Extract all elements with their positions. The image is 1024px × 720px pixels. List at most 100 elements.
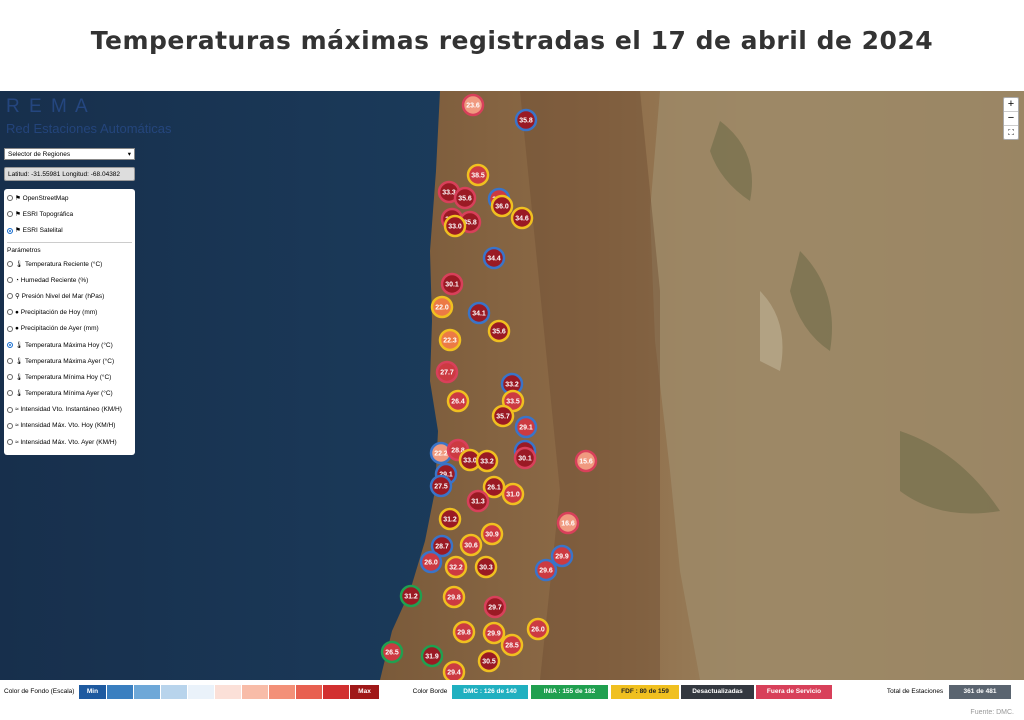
footer: Fuente: DMC. bbox=[970, 709, 1014, 716]
station-marker[interactable]: 30.1 bbox=[440, 272, 464, 296]
param-option[interactable]: ◔ Humedad Reciente (%) bbox=[7, 273, 132, 289]
station-marker[interactable]: 29.8 bbox=[442, 585, 466, 609]
station-marker[interactable]: 22.3 bbox=[438, 328, 462, 352]
station-marker[interactable]: 31.2 bbox=[438, 507, 462, 531]
station-marker[interactable]: 29.4 bbox=[442, 660, 466, 680]
param-option[interactable]: ● Precipitación de Ayer (mm) bbox=[7, 321, 132, 337]
param-option-label: Temperatura Máxima Ayer (°C) bbox=[24, 357, 115, 365]
station-marker[interactable]: 36.0 bbox=[490, 194, 514, 218]
station-marker[interactable]: 35.8 bbox=[514, 108, 538, 132]
marker-label: 35.7 bbox=[496, 414, 510, 421]
station-marker[interactable]: 31.2 bbox=[399, 584, 423, 608]
marker-circle bbox=[534, 558, 558, 582]
station-marker[interactable]: 28.7 bbox=[430, 534, 454, 558]
fullscreen[interactable]: ⛶ bbox=[1008, 128, 1014, 137]
station-marker[interactable]: 38.5 bbox=[466, 163, 490, 187]
marker-label: 29.8 bbox=[447, 595, 461, 602]
station-marker[interactable]: 34.4 bbox=[482, 246, 506, 270]
station-marker[interactable]: 31.3 bbox=[466, 489, 490, 513]
station-marker[interactable]: 26.1 bbox=[482, 475, 506, 499]
param-option[interactable]: ≈ Intensidad Máx. Vto. Ayer (KM/H) bbox=[7, 435, 132, 451]
station-marker[interactable]: 30.9 bbox=[480, 522, 504, 546]
marker-circle bbox=[399, 584, 423, 608]
station-marker[interactable]: 28.5 bbox=[500, 633, 524, 657]
station-marker[interactable]: 31.9 bbox=[420, 644, 444, 668]
station-marker[interactable]: 30.5 bbox=[477, 649, 501, 673]
station-marker[interactable]: 32.2 bbox=[444, 555, 468, 579]
layer-option[interactable]: ⚑ OpenStreetMap bbox=[7, 191, 132, 207]
zoom-out[interactable]: − bbox=[1004, 112, 1018, 126]
param-option[interactable]: 🌡 Temperatura Máxima Hoy (°C) bbox=[7, 338, 132, 354]
station-marker[interactable]: 23.6 bbox=[461, 93, 485, 117]
param-option[interactable]: 🌡 Temperatura Mínima Ayer (°C) bbox=[7, 386, 132, 402]
station-marker[interactable]: 34.6 bbox=[510, 206, 534, 230]
station-marker[interactable]: 31.0 bbox=[501, 482, 525, 506]
station-marker[interactable]: 15.6 bbox=[574, 449, 598, 473]
marker-label: 29.4 bbox=[447, 670, 461, 677]
icon: ≈ bbox=[15, 422, 21, 430]
page-title: Temperaturas máximas registradas el 17 d… bbox=[90, 26, 934, 55]
param-option[interactable]: 🌡 Temperatura Reciente (°C) bbox=[7, 257, 132, 273]
station-marker[interactable]: 16.6 bbox=[556, 511, 580, 535]
layer-option[interactable]: ⚑ ESRI Topográfica bbox=[7, 207, 132, 223]
region-selector[interactable]: Selector de Regiones ▾ bbox=[4, 148, 135, 160]
marker-circle bbox=[438, 328, 462, 352]
marker-label: 26.5 bbox=[385, 650, 399, 657]
station-marker[interactable]: 26.4 bbox=[446, 389, 470, 413]
param-option-label: Presión Nivel del Mar (hPas) bbox=[21, 292, 105, 300]
station-marker[interactable]: 33.0 bbox=[443, 214, 467, 238]
station-marker[interactable]: 33.2 bbox=[475, 449, 499, 473]
param-option[interactable]: ⚲ Presión Nivel del Mar (hPas) bbox=[7, 289, 132, 305]
marker-circle bbox=[466, 163, 490, 187]
marker-circle bbox=[480, 522, 504, 546]
station-marker[interactable]: 35.6 bbox=[453, 186, 477, 210]
station-marker[interactable]: 27.7 bbox=[435, 360, 459, 384]
station-marker[interactable]: 30.1 bbox=[513, 446, 537, 470]
station-marker[interactable]: 35.7 bbox=[491, 404, 515, 428]
station-marker[interactable]: 29.9 bbox=[482, 621, 506, 645]
param-option-label: Temperatura Máxima Hoy (°C) bbox=[24, 341, 113, 349]
station-marker[interactable]: 22.0 bbox=[430, 295, 454, 319]
param-option[interactable]: ● Precipitación de Hoy (mm) bbox=[7, 305, 132, 321]
station-marker[interactable]: 26.0 bbox=[526, 617, 550, 641]
marker-circle bbox=[574, 449, 598, 473]
station-marker[interactable]: 30.6 bbox=[459, 533, 483, 557]
param-option[interactable]: ≈ Intensidad Máx. Vto. Hoy (KM/H) bbox=[7, 418, 132, 434]
icon: ≈ bbox=[15, 438, 21, 446]
station-marker[interactable]: 26.0 bbox=[419, 550, 443, 574]
param-option[interactable]: 🌡 Temperatura Mínima Hoy (°C) bbox=[7, 370, 132, 386]
coordinates: Latitud: -31.55981 Longitud: -68.04382 bbox=[4, 167, 135, 181]
station-marker[interactable]: 27.5 bbox=[429, 474, 453, 498]
marker-label: 31.2 bbox=[404, 594, 418, 601]
radio bbox=[7, 277, 13, 284]
param-option-label: Temperatura Mínima Hoy (°C) bbox=[24, 373, 112, 381]
station-marker[interactable]: 29.7 bbox=[483, 595, 507, 619]
station-marker[interactable]: 35.6 bbox=[487, 319, 511, 343]
marker-circle bbox=[501, 482, 525, 506]
icon: ≈ bbox=[15, 406, 21, 414]
station-marker[interactable]: 26.5 bbox=[380, 640, 404, 664]
station-marker[interactable]: 33.0 bbox=[458, 448, 482, 472]
station-marker[interactable]: 30.3 bbox=[474, 555, 498, 579]
param-option-label: Humedad Reciente (%) bbox=[20, 276, 89, 284]
marker-circle bbox=[474, 555, 498, 579]
marker-label: 35.8 bbox=[519, 118, 533, 125]
marker-circle bbox=[466, 489, 490, 513]
marker-circle bbox=[459, 533, 483, 557]
radio bbox=[7, 227, 13, 234]
icon: ◔ bbox=[15, 276, 21, 284]
marker-label: 33.2 bbox=[480, 459, 494, 466]
zoom-in[interactable]: + bbox=[1004, 98, 1018, 112]
station-marker[interactable]: 29.8 bbox=[452, 620, 476, 644]
layer-option[interactable]: ⚑ ESRI Satelital bbox=[7, 223, 132, 239]
station-marker[interactable]: 29.9 bbox=[550, 544, 574, 568]
radio bbox=[7, 406, 13, 413]
marker-label: 28.8 bbox=[451, 448, 465, 455]
marker-circle bbox=[430, 295, 454, 319]
station-marker[interactable]: 29.6 bbox=[534, 558, 558, 582]
station-marker[interactable]: 34.1 bbox=[467, 301, 491, 325]
total-label: Total de Estaciones bbox=[886, 688, 944, 695]
param-option[interactable]: 🌡 Temperatura Máxima Ayer (°C) bbox=[7, 354, 132, 370]
station-marker[interactable]: 29.1 bbox=[514, 415, 538, 439]
param-option[interactable]: ≈ Intensidad Vto. Instantáneo (KM/H) bbox=[7, 402, 132, 418]
